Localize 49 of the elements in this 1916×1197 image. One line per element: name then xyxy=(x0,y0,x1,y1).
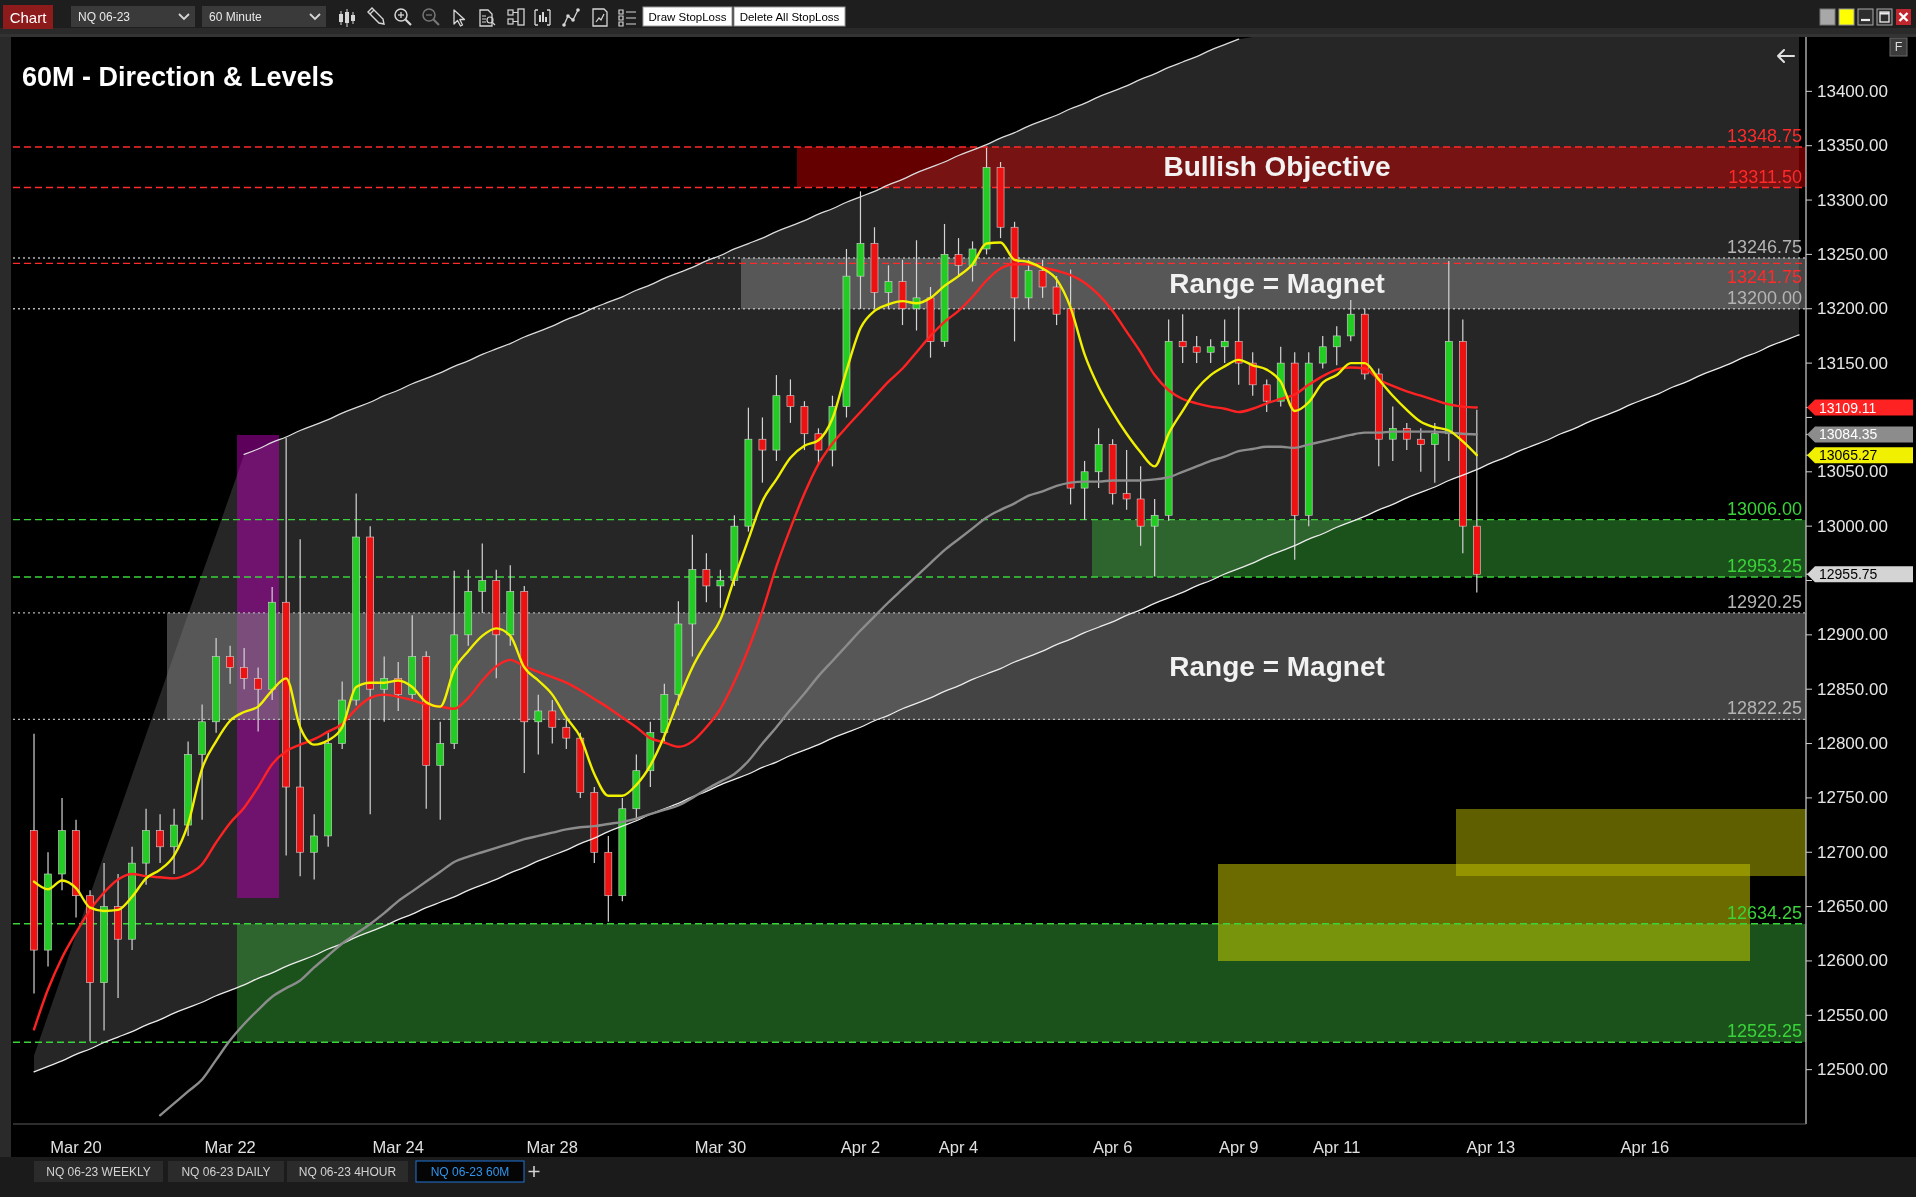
y-tick-label: 12800.00 xyxy=(1817,734,1888,754)
y-tick-label: 13350.00 xyxy=(1817,136,1888,156)
y-tick-label: 12600.00 xyxy=(1817,951,1888,971)
y-tick-label: 12900.00 xyxy=(1817,625,1888,645)
x-tick-label: Apr 9 xyxy=(1218,1138,1259,1156)
tab: NQ 06-23 60M xyxy=(415,1160,525,1183)
y-tick-label: 13400.00 xyxy=(1817,81,1888,101)
ref-line-label: 13006.00 xyxy=(1726,498,1802,519)
y-tick-label: 13250.00 xyxy=(1817,244,1888,264)
x-tick-label: Mar 24 xyxy=(372,1138,424,1156)
ref-line-label: 12634.25 xyxy=(1726,902,1802,923)
dropdown: NQ 06-23 xyxy=(71,6,195,27)
y-tick-label: 13150.00 xyxy=(1817,353,1888,373)
ref-line-label: 13348.75 xyxy=(1726,126,1802,147)
x-tick-label: Mar 30 xyxy=(694,1138,747,1156)
dropdown: 60 Minute xyxy=(202,6,326,27)
button: Delete All StopLoss xyxy=(733,6,846,27)
y-tick-label: 12850.00 xyxy=(1817,679,1888,699)
ref-line-label: 12920.25 xyxy=(1726,591,1802,612)
button: Chart xyxy=(3,5,53,29)
y-tick-label: 12550.00 xyxy=(1817,1005,1888,1025)
text: 60M - Direction & Levels xyxy=(22,62,335,92)
x-tick-label: Apr 4 xyxy=(938,1138,979,1156)
y-tick-label: 12750.00 xyxy=(1817,788,1888,808)
x-tick-label: Apr 11 xyxy=(1313,1138,1361,1156)
y-tick-label: 12955.75 xyxy=(1819,566,1878,583)
x-tick-label: Mar 28 xyxy=(526,1138,578,1156)
y-tick-label: 12700.00 xyxy=(1817,842,1888,862)
y-tick-label: 12500.00 xyxy=(1817,1060,1888,1080)
tab: NQ 06-23 WEEKLY xyxy=(34,1161,163,1182)
tab: NQ 06-23 4HOUR xyxy=(287,1161,408,1182)
x-tick-label: Mar 22 xyxy=(204,1138,256,1156)
button: F xyxy=(1889,37,1908,57)
tab: NQ 06-23 DAILY xyxy=(168,1161,284,1182)
y-tick-label: 13300.00 xyxy=(1817,190,1888,210)
y-tick-label: 13050.00 xyxy=(1817,462,1888,482)
y-tick-label: 13084.35 xyxy=(1819,426,1878,443)
x-tick-label: Mar 20 xyxy=(50,1138,102,1156)
y-tick-label: 13065.27 xyxy=(1819,447,1878,464)
x-tick-label: Apr 16 xyxy=(1620,1138,1670,1156)
y-tick-label: 12650.00 xyxy=(1817,897,1888,917)
x-tick-label: Apr 6 xyxy=(1092,1138,1133,1156)
x-tick-label: Apr 2 xyxy=(840,1138,881,1156)
y-tick-label: 13000.00 xyxy=(1817,516,1888,536)
y-tick-label: 13109.11 xyxy=(1819,399,1877,416)
ref-line-label: 13246.75 xyxy=(1726,236,1802,257)
x-tick-label: Apr 13 xyxy=(1466,1138,1516,1156)
y-tick-label: 13200.00 xyxy=(1817,299,1888,319)
button: Draw StopLoss xyxy=(642,6,733,27)
